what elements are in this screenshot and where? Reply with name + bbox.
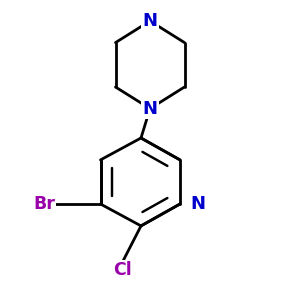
Text: N: N	[190, 195, 205, 213]
Text: N: N	[142, 100, 158, 118]
Text: Cl: Cl	[114, 261, 132, 279]
Text: Br: Br	[34, 195, 56, 213]
Text: N: N	[142, 12, 158, 30]
